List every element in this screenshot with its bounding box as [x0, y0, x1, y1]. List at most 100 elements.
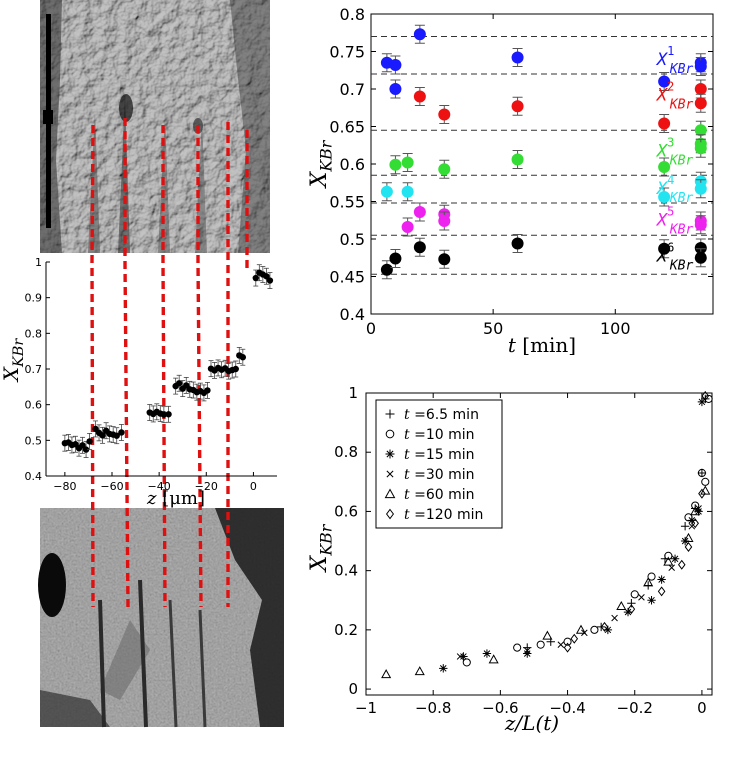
x-tick-label: −0.8: [415, 699, 451, 717]
series-6-marker: [627, 604, 636, 615]
scaled-panel: 0 0.2 0.4 0.6 0.8 1 −1 −0.8 −0.6 −0.4 −0.2 0 z/L(t) X…: [307, 384, 713, 735]
series-2-marker: [697, 468, 706, 478]
series-5-marker: [683, 532, 694, 542]
profile-point: [82, 446, 90, 453]
series-6-marker: [563, 642, 572, 653]
series-2-marker: [536, 640, 545, 649]
x-tick-label: 50: [483, 319, 503, 338]
series-6-point: [658, 242, 671, 255]
series-5-marker: [663, 556, 674, 566]
series-4-marker: [668, 564, 675, 571]
x-tick-label: 0: [697, 699, 707, 717]
legend-marker: [386, 470, 394, 478]
series-6-marker: [600, 621, 609, 632]
y-tick-label: 0.2: [334, 621, 358, 639]
legend-marker: [385, 429, 395, 439]
series-3-marker: [623, 607, 633, 617]
profile-point: [175, 380, 183, 387]
series-3-point: [694, 142, 707, 155]
series-3-point: [658, 161, 671, 173]
profile-point: [86, 438, 93, 445]
series-2-point: [694, 97, 707, 110]
series-5-label: X5 KBr: [655, 205, 694, 238]
series-5-marker: [575, 624, 587, 634]
profile-point: [232, 365, 239, 373]
x-tick-label: −0.4: [549, 699, 585, 717]
legend-marker: [385, 409, 395, 419]
y-tick-label: 0.5: [340, 230, 365, 249]
series-1-point: [389, 59, 402, 71]
legend-label: t =15 min: [404, 447, 475, 463]
series-1-point: [511, 51, 524, 64]
x-tick-label: −1: [355, 699, 377, 717]
series-5-marker: [690, 506, 701, 516]
series-6-marker: [698, 488, 706, 499]
series-4-marker: [523, 647, 531, 654]
y-tick-label: 0.6: [25, 399, 43, 412]
series-6-point: [413, 241, 426, 254]
series-3-marker: [657, 575, 666, 584]
y-tick-label: 0.6: [340, 155, 365, 174]
x-tick-label: −20: [195, 480, 218, 493]
y-tick-label: 1: [348, 384, 358, 402]
x-tick-label: −60: [100, 480, 123, 493]
profile-panel: 0.4 0.5 0.6 0.7 0.8 0.9 1 −80 −60 −40 −20 0 z [μm] XK…: [0, 256, 277, 509]
y-tick-label: 0: [348, 680, 358, 698]
profile-point: [99, 432, 106, 439]
x-tick-label: −0.2: [617, 699, 653, 717]
series-6-point: [511, 237, 524, 250]
series-2-point: [438, 108, 451, 121]
series-4-marker: [456, 653, 464, 660]
series-3-point: [389, 158, 402, 171]
x-tick-label: 100: [600, 319, 631, 338]
series-3-marker: [439, 664, 448, 673]
x-tick-label: −0.6: [482, 699, 518, 717]
y-axis-label: XKBr: [0, 338, 27, 384]
y-tick-label: 0.4: [25, 470, 43, 483]
series-6-marker: [657, 586, 666, 597]
series-3-marker: [694, 507, 703, 516]
y-tick-label: 0.8: [25, 327, 43, 340]
series-3-marker: [482, 649, 492, 658]
time-panel: 0.4 0.45 0.5 0.55 0.6 0.65 0.7 0.75 0.8 0 50 100 t […: [307, 5, 714, 357]
guide-line: [123, 118, 130, 608]
y-tick-label: 1: [35, 256, 42, 269]
series-5-point: [413, 206, 426, 218]
guide-line: [90, 124, 95, 608]
legend-label: t =10 min: [404, 427, 475, 443]
series-6-marker: [570, 633, 579, 644]
series-6-point: [694, 242, 707, 254]
series-4-marker: [611, 614, 618, 622]
series-3-point: [401, 156, 414, 169]
series-2-point: [658, 117, 671, 130]
y-tick-label: 0.55: [329, 193, 365, 212]
y-tick-label: 0.4: [334, 562, 358, 580]
y-tick-label: 0.7: [340, 80, 365, 99]
series-5-point: [438, 215, 451, 227]
profile-point: [118, 429, 125, 436]
series-4-point: [694, 182, 707, 195]
y-tick-label: 0.65: [329, 118, 365, 137]
series-2-point: [511, 100, 524, 113]
series-2-marker: [462, 658, 471, 667]
series-4-marker: [688, 522, 696, 530]
profile-point: [113, 432, 120, 439]
x-axis-label: z/L(t): [504, 711, 559, 735]
series-6-marker: [701, 390, 710, 401]
y-tick-label: 0.8: [340, 5, 365, 24]
series-3-marker: [459, 652, 468, 661]
y-tick-label: 0.5: [25, 434, 43, 447]
series-3-marker: [687, 516, 697, 525]
legend-marker: [386, 508, 394, 520]
series-2-marker: [513, 643, 522, 652]
profile-point: [79, 442, 86, 449]
series-6-label: X6 KBr: [655, 241, 694, 274]
legend-marker: [385, 449, 395, 459]
series-3-point: [694, 124, 707, 137]
series-2-marker: [664, 551, 673, 560]
plot-frame: [365, 392, 713, 696]
series-5-marker: [542, 630, 553, 640]
profile-point: [160, 411, 168, 418]
series-6-marker: [677, 559, 686, 570]
series-6-point: [694, 251, 707, 264]
